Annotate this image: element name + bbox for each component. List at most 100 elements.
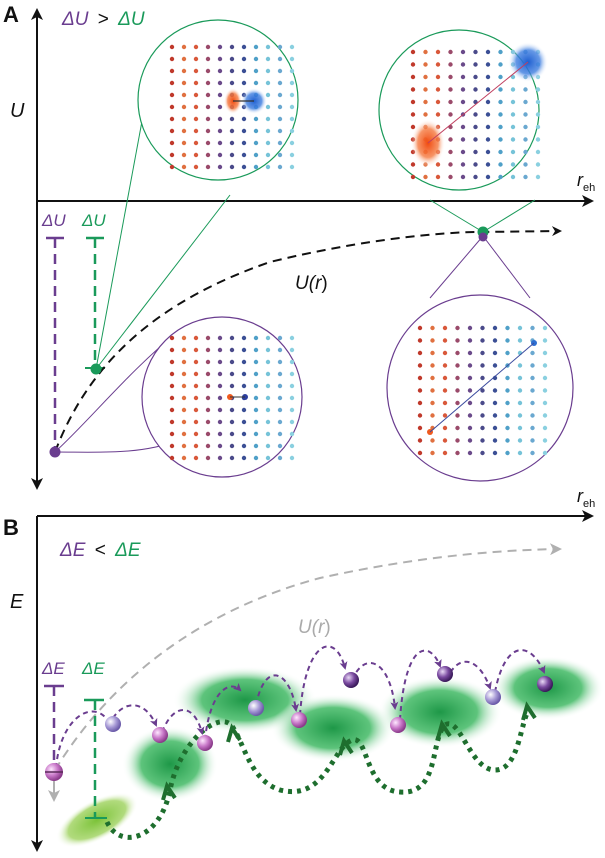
lattice-dot <box>542 325 548 331</box>
lattice-dot <box>289 455 295 461</box>
lattice-dot <box>517 450 523 456</box>
lattice-dot <box>442 438 448 443</box>
lattice-dot <box>217 455 223 461</box>
ineq-b-left: ΔE <box>59 540 86 561</box>
lattice-dot <box>542 388 548 393</box>
lattice-dot <box>229 407 235 413</box>
lattice-dot <box>241 419 247 425</box>
lattice-dot <box>542 375 548 381</box>
lattice-dot <box>485 162 491 167</box>
lattice-dot <box>523 137 528 142</box>
lattice-dot <box>480 438 485 443</box>
lattice-dot <box>492 450 498 456</box>
lattice-dot <box>193 455 199 461</box>
lattice-dot <box>217 431 223 437</box>
lattice-dot <box>193 104 199 110</box>
lattice-dot <box>530 425 535 431</box>
lattice-dot <box>417 400 423 406</box>
lattice-dot <box>265 419 271 425</box>
lattice-dot <box>169 359 175 365</box>
lattice-dot <box>505 388 510 393</box>
lattice-dot <box>277 68 283 74</box>
a-point-purple-end <box>478 232 488 242</box>
lattice-dot <box>289 56 295 62</box>
lattice-dot <box>492 425 498 431</box>
lattice-dot <box>205 80 211 86</box>
a-delta-purple: ΔU <box>41 211 66 230</box>
exciton-link <box>429 342 535 433</box>
lattice-dot <box>181 56 187 62</box>
lattice-3 <box>169 335 295 461</box>
lattice-dot <box>265 116 271 122</box>
lattice-dot <box>430 388 435 393</box>
lattice-dot <box>241 335 247 341</box>
lattice-dot <box>181 140 187 146</box>
lattice-dot <box>217 347 223 353</box>
lattice-dot <box>181 431 187 437</box>
lattice-dot <box>217 164 223 170</box>
lattice-dot <box>205 128 211 134</box>
lattice-dot <box>181 383 187 389</box>
lattice-dot <box>265 383 271 389</box>
lattice-dot <box>193 443 199 449</box>
lattice-dot <box>265 455 271 461</box>
lattice-dot <box>455 413 460 418</box>
lattice-dot <box>205 395 211 401</box>
lattice-dot <box>289 164 295 170</box>
lattice-dot <box>480 400 485 406</box>
lattice-dot <box>517 325 523 331</box>
lattice-dot <box>289 80 295 86</box>
a-connector <box>482 235 531 299</box>
lattice-dot <box>467 325 473 331</box>
lattice-dot <box>410 87 416 92</box>
lattice-dot <box>485 74 491 80</box>
lattice-dot <box>253 128 259 134</box>
lattice-dot <box>289 140 295 146</box>
lattice-dot <box>289 407 295 413</box>
lattice-dot <box>417 388 423 393</box>
lattice-dot <box>423 74 428 80</box>
a-connector <box>482 199 536 233</box>
lattice-dot <box>423 174 428 180</box>
lattice-dot <box>277 347 283 353</box>
lattice-dot <box>229 68 235 74</box>
lattice-dot <box>448 62 453 67</box>
lattice-dot <box>473 137 478 142</box>
lattice-dot <box>217 443 223 449</box>
lattice-dot <box>448 112 453 117</box>
lattice-dot <box>229 359 235 365</box>
lattice-dot <box>193 128 199 134</box>
lattice-dot <box>455 338 460 343</box>
lattice-dot <box>455 450 460 456</box>
lattice-dot <box>417 438 423 443</box>
lattice-dot <box>289 68 295 74</box>
lattice-dot <box>423 99 428 105</box>
lattice-dot <box>480 450 485 456</box>
lattice-dot <box>485 87 491 92</box>
lattice-dot <box>181 347 187 353</box>
lattice-dot <box>205 56 211 62</box>
lattice-dot <box>229 140 235 146</box>
lattice-dot <box>241 116 247 122</box>
lattice-dot <box>241 359 247 365</box>
lattice-dot <box>505 413 510 418</box>
lattice-dot <box>289 128 295 134</box>
lattice-dot <box>253 347 259 353</box>
lattice-dot <box>517 388 523 393</box>
exciton-hop <box>161 709 205 735</box>
lattice-dot <box>229 128 235 134</box>
lattice-dot <box>435 87 441 92</box>
lattice-dot <box>193 140 199 146</box>
lattice-dot <box>277 383 283 389</box>
lattice-dot <box>417 338 423 343</box>
lattice-dot <box>277 335 283 341</box>
lattice-dot <box>289 116 295 122</box>
lattice-dot <box>289 419 295 425</box>
lattice-dot <box>423 87 428 92</box>
lattice-dot <box>542 350 548 356</box>
lattice-dot <box>467 413 473 418</box>
lattice-dot <box>542 425 548 431</box>
lattice-dot <box>505 375 510 381</box>
a-point-green-start <box>90 363 102 375</box>
